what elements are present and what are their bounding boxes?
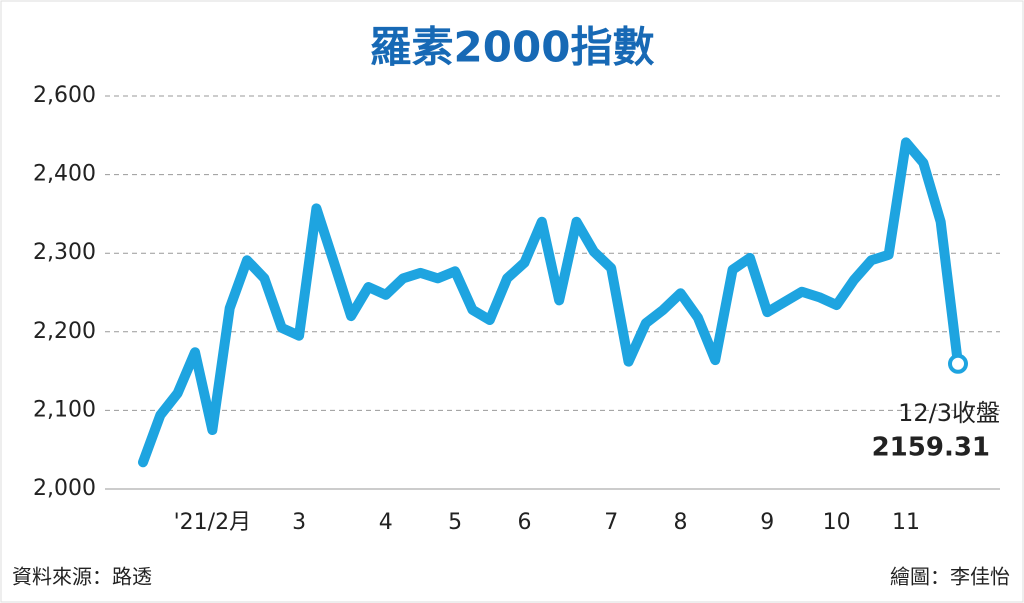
x-tick-label: '21/2月: [174, 510, 251, 535]
y-tick-label: 2,400: [33, 162, 96, 187]
chart-title: 羅素2000指數: [370, 23, 655, 72]
x-tick-label: 8: [674, 510, 688, 535]
x-tick-label: 9: [760, 510, 774, 535]
x-tick-label: 6: [517, 510, 531, 535]
y-tick-label: 2,300: [33, 240, 96, 265]
x-tick-label: 3: [292, 510, 306, 535]
end-value-label: 2159.31: [872, 432, 990, 462]
x-tick-label: 7: [604, 510, 618, 535]
x-tick-label: 4: [379, 510, 393, 535]
y-tick-label: 2,000: [33, 476, 96, 501]
x-tick-label: 10: [823, 510, 851, 535]
x-tick-label: 5: [448, 510, 462, 535]
y-tick-label: 2,100: [33, 397, 96, 422]
end-marker: [948, 353, 968, 374]
y-tick-label: 2,200: [33, 319, 96, 344]
x-tick-label: 11: [892, 510, 920, 535]
line: [138, 137, 963, 468]
annotation: 12/3收盤: [898, 399, 1000, 427]
credit: 繪圖：李佳怡: [890, 565, 1010, 589]
source: 資料來源：路透: [12, 565, 152, 589]
y-tick-label: 2,600: [33, 83, 96, 108]
